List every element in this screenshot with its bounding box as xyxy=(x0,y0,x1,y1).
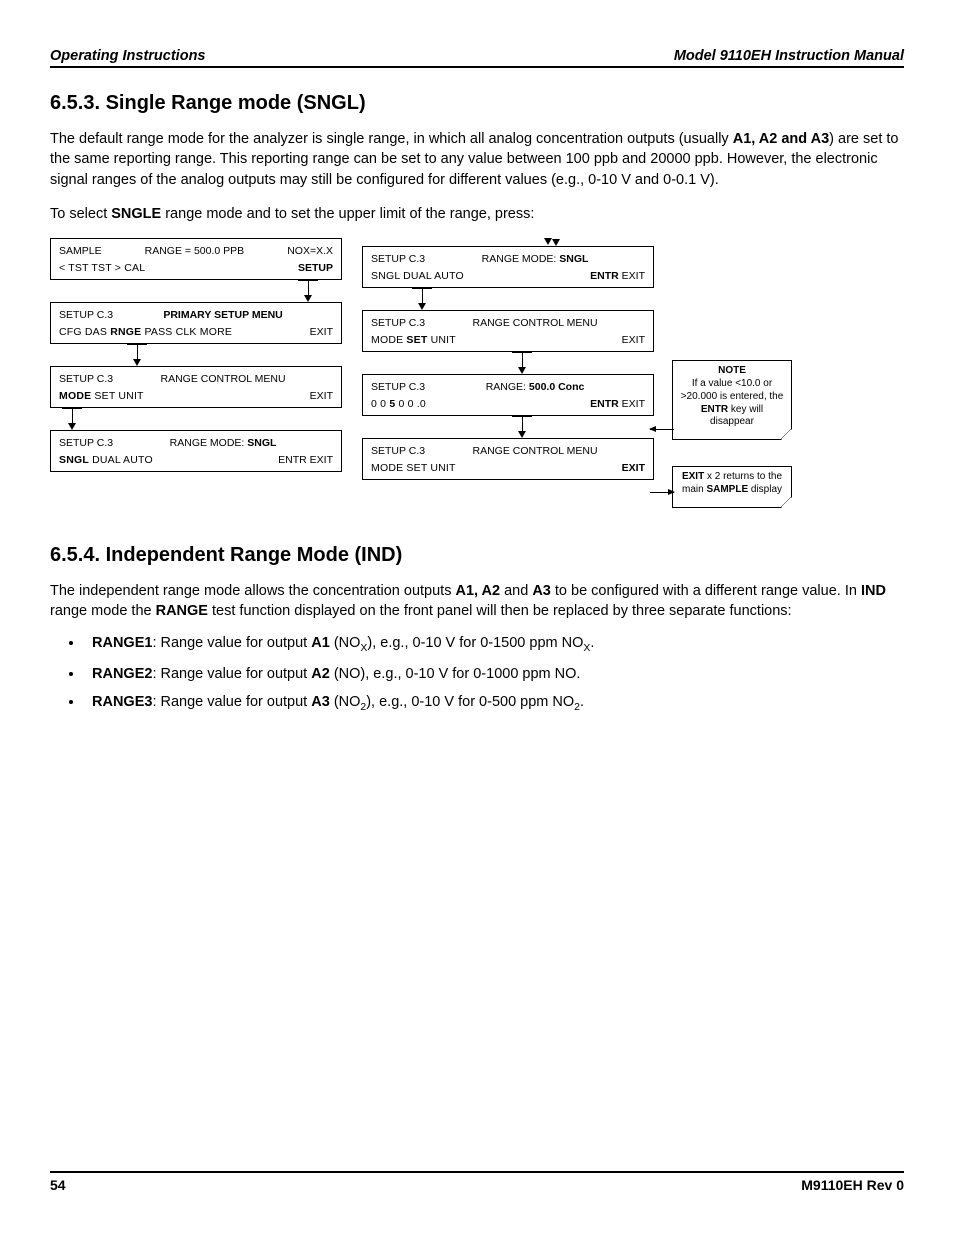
panel-header-center: RANGE CONTROL MENU xyxy=(113,373,333,385)
panel-softkeys-left: < TST TST > CAL xyxy=(59,262,298,274)
note-text-bold: SAMPLE xyxy=(706,484,748,495)
panel-softkeys-left: MODE SET UNIT xyxy=(371,462,622,474)
note-title: NOTE xyxy=(679,365,785,378)
menu-panel: SETUP C.3RANGE MODE: SNGL SNGL DUAL AUTOE… xyxy=(50,430,342,472)
panel-header-center: RANGE = 500.0 PPB xyxy=(102,245,288,257)
text-bold: A3 xyxy=(532,583,551,599)
text-bold: RANGE xyxy=(156,603,208,619)
flow-connector xyxy=(362,288,654,310)
text: to be configured with a different range … xyxy=(551,583,861,599)
panel-header-left: SETUP C.3 xyxy=(371,445,425,457)
panel-softkeys-right: EXIT xyxy=(622,334,645,346)
flow-connector xyxy=(50,280,342,302)
text-bold: SNGLE xyxy=(111,206,161,222)
panel-softkeys-right: ENTR EXIT xyxy=(278,454,333,466)
text: test function displayed on the front pan… xyxy=(208,603,792,619)
text: The default range mode for the analyzer … xyxy=(50,131,733,147)
menu-panel: SETUP C.3RANGE CONTROL MENU MODE SET UNIT… xyxy=(362,438,654,480)
menu-panel: SETUP C.3RANGE CONTROL MENU MODE SET UNIT… xyxy=(362,310,654,352)
diagram-right-column: SETUP C.3RANGE MODE: SNGLSNGL DUAL AUTOE… xyxy=(362,238,654,480)
panel-softkeys-left: MODE SET UNIT xyxy=(371,334,622,346)
note-text: If a value <10.0 or >20.000 is entered, … xyxy=(681,378,784,402)
panel-header-center: RANGE MODE: SNGL xyxy=(425,253,645,265)
panel-header-left: SETUP C.3 xyxy=(59,437,113,449)
flow-connector xyxy=(362,238,654,246)
panel-softkeys-left: SNGL DUAL AUTO xyxy=(59,454,278,466)
header-right: Model 9110EH Instruction Manual xyxy=(674,48,904,64)
panel-softkeys-right: EXIT xyxy=(310,326,333,338)
menu-panel: SETUP C.3RANGE: 500.0 Conc 0 0 5 0 0 .0EN… xyxy=(362,374,654,416)
panel-header-left: SETUP C.3 xyxy=(371,253,425,265)
panel-header-left: SETUP C.3 xyxy=(371,381,425,393)
panel-softkeys-right: EXIT xyxy=(622,462,645,474)
diagram-notes-column: NOTE If a value <10.0 or >20.000 is ente… xyxy=(672,360,792,508)
footer-page-number: 54 xyxy=(50,1177,66,1193)
text: range mode the xyxy=(50,603,156,619)
panel-softkeys-left: SNGL DUAL AUTO xyxy=(371,270,590,282)
note-arrow xyxy=(650,492,674,493)
note-text-bold: ENTR xyxy=(701,404,728,415)
panel-header-center: RANGE CONTROL MENU xyxy=(425,445,645,457)
flow-connector xyxy=(362,352,654,374)
text: The independent range mode allows the co… xyxy=(50,583,455,599)
panel-softkeys-right: ENTR EXIT xyxy=(590,270,645,282)
diagram-right-side: SETUP C.3RANGE MODE: SNGLSNGL DUAL AUTOE… xyxy=(362,238,792,508)
para-653-2: To select SNGLE range mode and to set th… xyxy=(50,204,904,224)
menu-panel: SETUP C.3PRIMARY SETUP MENU CFG DAS RNGE … xyxy=(50,302,342,344)
panel-softkeys-right: SETUP xyxy=(298,262,333,274)
footer-rev: M9110EH Rev 0 xyxy=(801,1177,904,1193)
note-exit-returns: EXIT x 2 returns to the main SAMPLE disp… xyxy=(672,466,792,508)
flow-diagram: SAMPLERANGE = 500.0 PPBNOX=X.X< TST TST … xyxy=(50,238,904,508)
page-footer: 54 M9110EH Rev 0 xyxy=(50,1171,904,1193)
panel-header-center: RANGE: 500.0 Conc xyxy=(425,381,645,393)
panel-softkeys-right: EXIT xyxy=(310,390,333,402)
text-bold: A1, A2 and A3 xyxy=(733,131,829,147)
range-list: RANGE1: Range value for output A1 (NOX),… xyxy=(84,635,904,713)
panel-header-center: RANGE CONTROL MENU xyxy=(425,317,645,329)
panel-header-left: SETUP C.3 xyxy=(371,317,425,329)
text: range mode and to set the upper limit of… xyxy=(161,206,534,222)
header-left: Operating Instructions xyxy=(50,48,206,64)
panel-header-left: SETUP C.3 xyxy=(59,309,113,321)
para-653-1: The default range mode for the analyzer … xyxy=(50,129,904,190)
panel-header-left: SAMPLE xyxy=(59,245,102,257)
panel-softkeys-right: ENTR EXIT xyxy=(590,398,645,410)
range-list-item: RANGE2: Range value for output A2 (NO), … xyxy=(84,666,904,682)
text: To select xyxy=(50,206,111,222)
note-text-bold: EXIT xyxy=(682,471,704,482)
note-arrow xyxy=(650,429,674,430)
flow-connector xyxy=(362,416,654,438)
panel-softkeys-left: CFG DAS RNGE PASS CLK MORE xyxy=(59,326,310,338)
text: and xyxy=(500,583,532,599)
page-header: Operating Instructions Model 9110EH Inst… xyxy=(50,48,904,68)
panel-header-left: SETUP C.3 xyxy=(59,373,113,385)
flow-connector xyxy=(50,408,342,430)
panel-softkeys-left: MODE SET UNIT xyxy=(59,390,310,402)
heading-653: 6.5.3. Single Range mode (SNGL) xyxy=(50,92,904,115)
note-text: display xyxy=(748,484,782,495)
panel-softkeys-left: 0 0 5 0 0 .0 xyxy=(371,398,590,410)
note-entr-disappear: NOTE If a value <10.0 or >20.000 is ente… xyxy=(672,360,792,440)
panel-header-center: PRIMARY SETUP MENU xyxy=(113,309,333,321)
para-654-1: The independent range mode allows the co… xyxy=(50,581,904,622)
menu-panel: SETUP C.3RANGE CONTROL MENU MODE SET UNIT… xyxy=(50,366,342,408)
panel-header-center: RANGE MODE: SNGL xyxy=(113,437,333,449)
flow-connector xyxy=(50,344,342,366)
menu-panel: SETUP C.3RANGE MODE: SNGL SNGL DUAL AUTOE… xyxy=(362,246,654,288)
diagram-left-column: SAMPLERANGE = 500.0 PPBNOX=X.X < TST TST … xyxy=(50,238,342,508)
text-bold: IND xyxy=(861,583,886,599)
range-list-item: RANGE3: Range value for output A3 (NO2),… xyxy=(84,694,904,713)
text-bold: A1, A2 xyxy=(455,583,500,599)
menu-panel: SAMPLERANGE = 500.0 PPBNOX=X.X < TST TST … xyxy=(50,238,342,280)
range-list-item: RANGE1: Range value for output A1 (NOX),… xyxy=(84,635,904,654)
heading-654: 6.5.4. Independent Range Mode (IND) xyxy=(50,544,904,567)
panel-header-right: NOX=X.X xyxy=(287,245,333,257)
